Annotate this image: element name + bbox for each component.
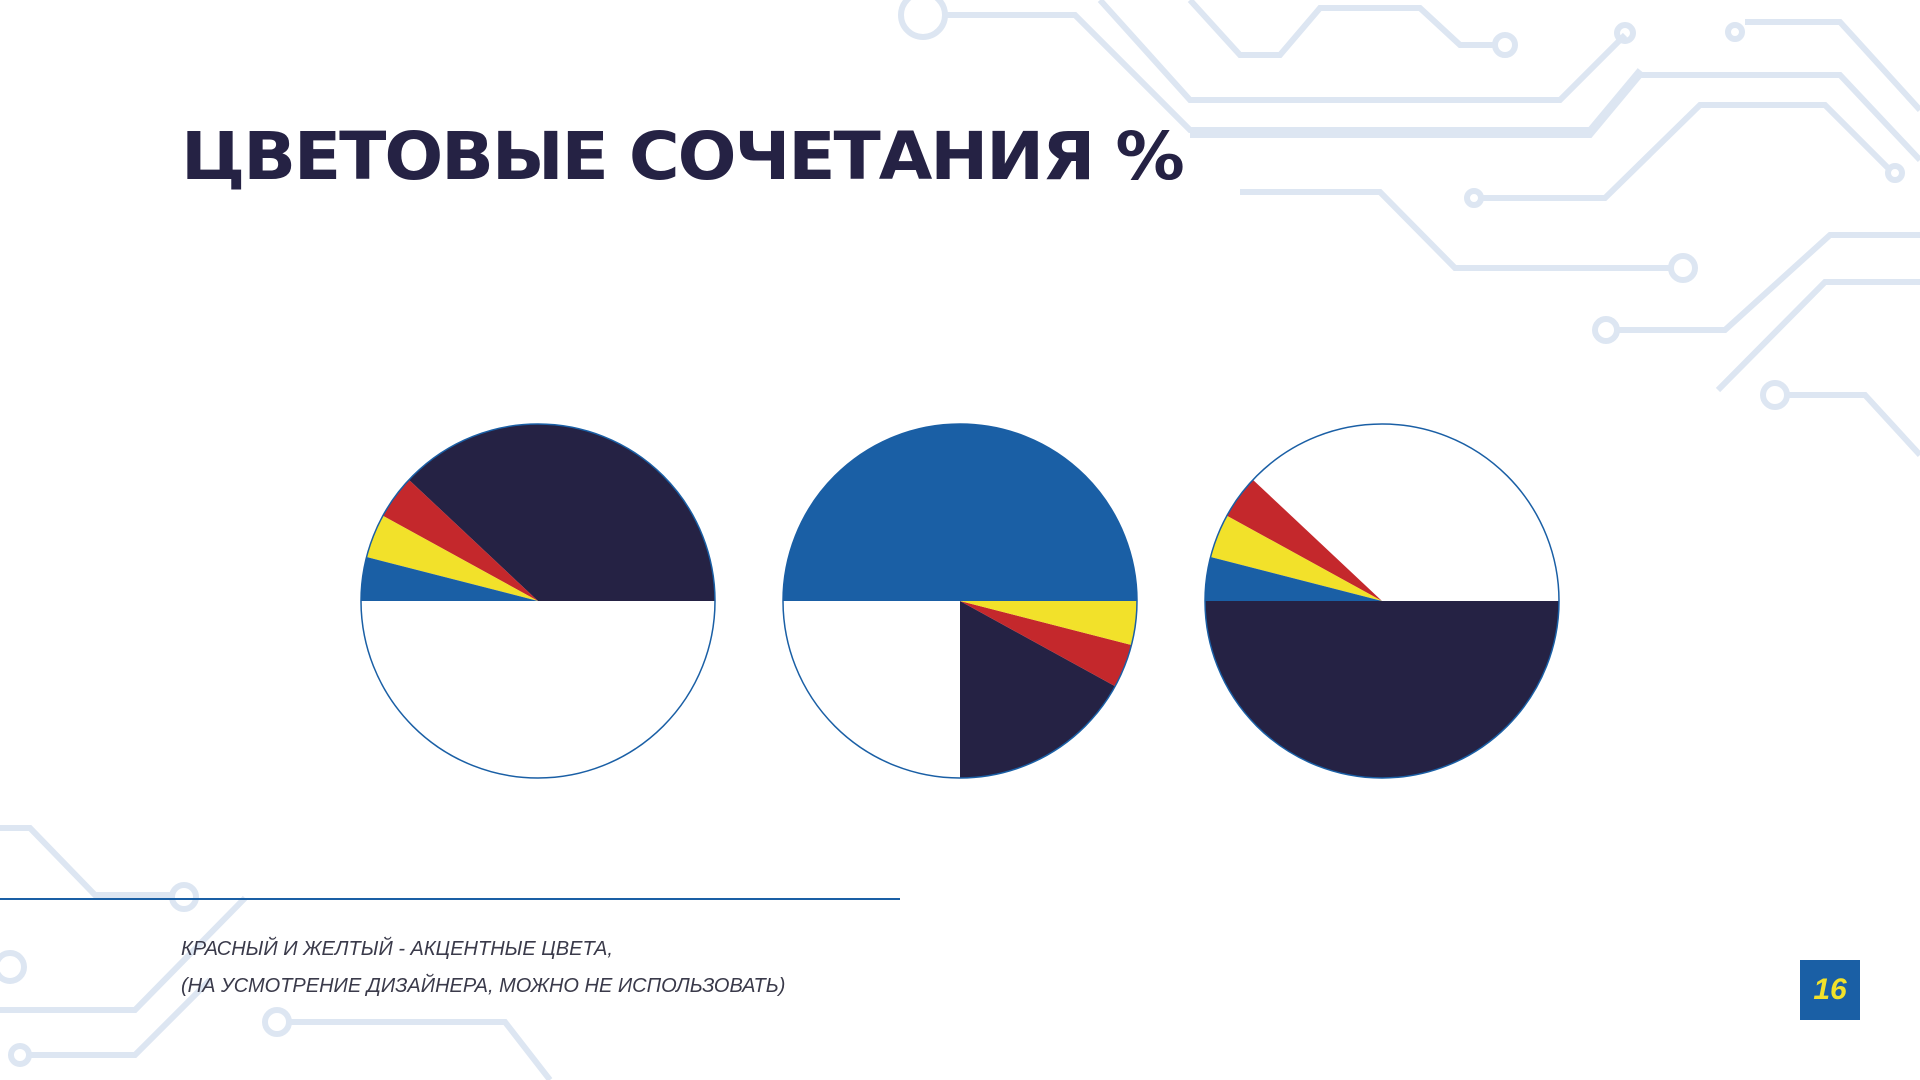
pie-chart-2 (782, 423, 1138, 779)
pie-outline (360, 423, 716, 779)
pie-slice-white (1252, 423, 1559, 601)
pie-outline (782, 423, 1138, 779)
pie-slice-yellow (960, 601, 1137, 646)
pie-outline (1204, 423, 1560, 779)
pie-chart-1 (360, 423, 716, 779)
pie-slice-blue (361, 556, 538, 601)
pie-slice-white (361, 601, 715, 778)
note-line-2: (НА УСМОТРЕНИЕ ДИЗАЙНЕРА, МОЖНО НЕ ИСПОЛ… (181, 975, 786, 997)
page-title: ЦВЕТОВЫЕ СОЧЕТАНИЯ % (181, 118, 1185, 195)
pie-slice-red (1226, 479, 1382, 601)
pie-slice-blue (1205, 556, 1382, 601)
pie-slice-white (783, 601, 960, 778)
page-number-badge: 16 (1800, 960, 1860, 1020)
pie-slice-dark (1205, 601, 1559, 778)
divider-line (0, 898, 900, 900)
pie-slice-red (960, 601, 1132, 687)
pie-slice-yellow (1210, 515, 1382, 601)
pie-slice-red (382, 479, 538, 601)
note-line-1: КРАСНЫЙ И ЖЕЛТЫЙ - АКЦЕНТНЫЕ ЦВЕТА, (181, 938, 613, 960)
pie-slice-dark (408, 424, 715, 601)
pie-chart-3 (1204, 423, 1560, 779)
pie-slice-blue (783, 424, 1137, 601)
pie-slice-yellow (366, 515, 538, 601)
